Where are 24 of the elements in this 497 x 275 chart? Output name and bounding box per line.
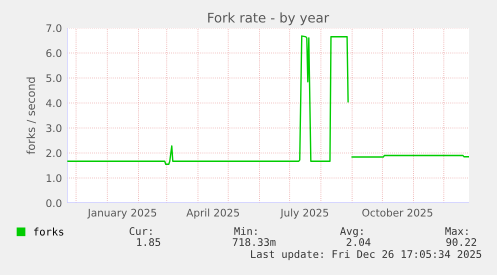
text: Min: — [234, 226, 256, 235]
y-tick-label: 0.0 — [46, 199, 62, 208]
text: Avg: — [340, 227, 362, 238]
y-tick-label: 1.0 — [46, 174, 62, 182]
y-tick-label: 6.0 — [46, 49, 62, 58]
x-tick-label: January 2025 — [87, 208, 156, 219]
chart-title: Fork rate - by year — [208, 12, 330, 26]
x-tick-label: October 2025 — [362, 208, 432, 217]
x-tick-label: July 2025 — [280, 208, 328, 219]
y-tick-label: 4.0 — [46, 99, 62, 108]
y-axis-title: forks / second — [26, 78, 36, 154]
text: Max: — [445, 227, 468, 236]
text: 718.33m — [232, 238, 276, 246]
text: 2.04 — [346, 238, 371, 246]
x-tick-label: April 2025 — [186, 208, 239, 219]
y-tick-label: 2.0 — [46, 149, 62, 158]
y-tick-label: 7.0 — [46, 24, 62, 32]
text: Last update: Fri Dec 26 17:05:34 2025 — [251, 250, 482, 260]
legend-label: forks — [34, 228, 64, 236]
text: Cur: — [130, 227, 152, 236]
text: 1.85 — [137, 238, 160, 246]
text: 90.22 — [446, 238, 476, 246]
y-tick-label: 3.0 — [46, 124, 62, 132]
y-tick-label: 5.0 — [46, 74, 62, 82]
